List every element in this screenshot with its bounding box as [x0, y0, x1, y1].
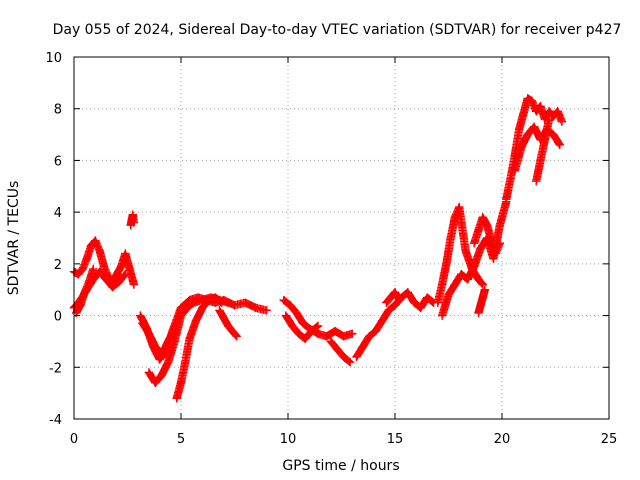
plot-frame — [73, 56, 610, 420]
y-tick-label: 6 — [54, 154, 62, 169]
x-tick-label: 10 — [280, 432, 297, 447]
series-markers — [437, 197, 511, 320]
y-tick-label: -4 — [49, 413, 62, 428]
x-tick-label: 0 — [70, 432, 78, 447]
series-track-7 — [172, 293, 226, 403]
series-markers — [470, 213, 505, 258]
x-tick-label: 5 — [177, 432, 185, 447]
series-track-8 — [138, 308, 186, 359]
series-markers — [474, 285, 490, 318]
axis-ticks — [73, 56, 610, 420]
x-tick-label: 20 — [494, 432, 511, 447]
grid — [74, 57, 609, 419]
series-track-11 — [281, 311, 323, 343]
series-markers — [352, 288, 438, 362]
series-markers — [215, 306, 241, 341]
series-markers — [532, 114, 554, 186]
x-tick-label: 25 — [601, 432, 618, 447]
series-markers — [172, 293, 226, 403]
y-tick-labels: -4 -2 0 2 4 6 8 10 — [45, 51, 62, 428]
y-tick-label: -2 — [49, 361, 62, 376]
series-track-19 — [502, 94, 567, 204]
y-tick-label: 0 — [54, 310, 62, 325]
x-tick-labels: 0 5 10 15 20 25 — [70, 432, 617, 447]
data-points — [69, 94, 567, 403]
series-markers — [71, 264, 98, 318]
series-markers — [279, 295, 357, 341]
series-markers — [138, 308, 186, 359]
series-track-4 — [126, 210, 139, 230]
series-track-3 — [71, 264, 98, 318]
series-track-9 — [215, 306, 241, 341]
series-markers — [281, 311, 323, 343]
series-track-1 — [69, 236, 139, 289]
series-markers — [382, 288, 404, 307]
series-track-21 — [532, 114, 554, 186]
series-markers — [126, 210, 139, 230]
series-track-14 — [382, 288, 404, 307]
y-axis-label: SDTVAR / TECUs — [6, 181, 22, 296]
series-track-18 — [474, 285, 490, 318]
y-tick-label: 10 — [45, 51, 62, 66]
series-track-17 — [470, 213, 505, 258]
series-track-12 — [326, 337, 355, 367]
series-markers — [502, 94, 567, 204]
y-tick-label: 8 — [54, 103, 62, 118]
chart-title: Day 055 of 2024, Sidereal Day-to-day VTE… — [53, 22, 622, 38]
series-markers — [326, 337, 355, 367]
y-tick-label: 2 — [54, 258, 62, 273]
x-tick-label: 15 — [387, 432, 404, 447]
y-tick-label: 4 — [54, 206, 62, 221]
x-axis-label: GPS time / hours — [282, 458, 399, 474]
